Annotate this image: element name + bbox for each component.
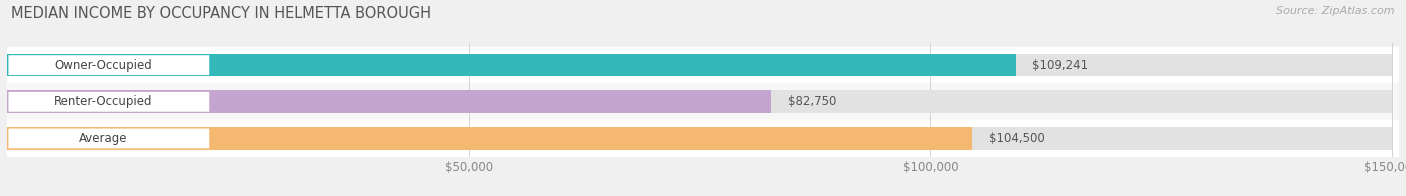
Text: $104,500: $104,500 <box>988 132 1045 145</box>
Bar <box>7 120 1399 157</box>
Bar <box>7 127 972 150</box>
FancyBboxPatch shape <box>8 129 209 148</box>
Bar <box>7 90 770 113</box>
Text: $109,241: $109,241 <box>1032 59 1088 72</box>
FancyBboxPatch shape <box>8 92 209 112</box>
Bar <box>7 127 1392 150</box>
Text: Renter-Occupied: Renter-Occupied <box>55 95 153 108</box>
Bar <box>7 83 1399 120</box>
Bar <box>7 47 1399 83</box>
Bar <box>7 90 1392 113</box>
FancyBboxPatch shape <box>8 55 209 75</box>
Text: Source: ZipAtlas.com: Source: ZipAtlas.com <box>1277 6 1395 16</box>
Text: $82,750: $82,750 <box>787 95 837 108</box>
Bar <box>7 54 1392 76</box>
Text: MEDIAN INCOME BY OCCUPANCY IN HELMETTA BOROUGH: MEDIAN INCOME BY OCCUPANCY IN HELMETTA B… <box>11 6 432 21</box>
Text: Average: Average <box>79 132 128 145</box>
Bar <box>7 54 1015 76</box>
Text: Owner-Occupied: Owner-Occupied <box>55 59 152 72</box>
